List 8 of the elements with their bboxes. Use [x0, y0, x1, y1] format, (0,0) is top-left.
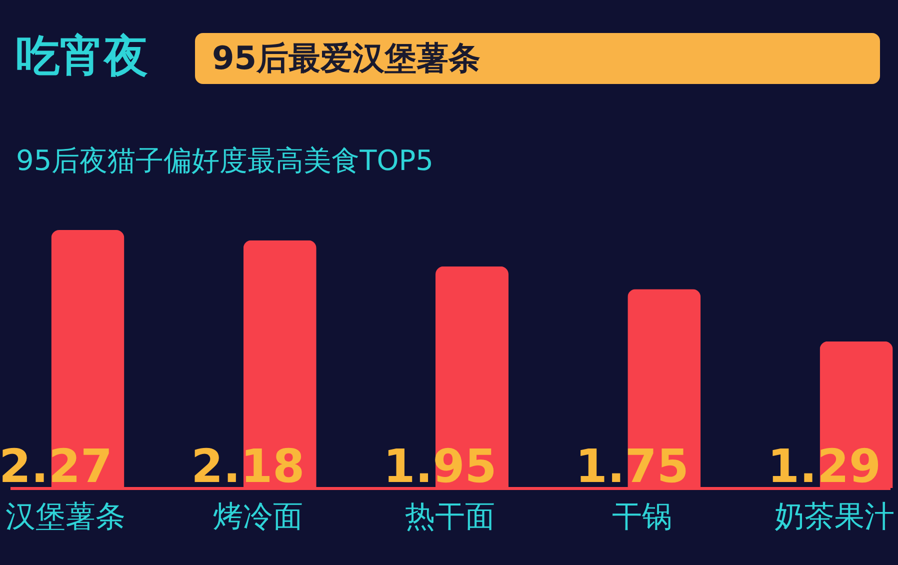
chart-subtitle: 95后最爱汉堡薯条	[212, 39, 481, 77]
x-tick-label: 汉堡薯条	[6, 500, 126, 534]
x-tick-label: 奶茶果汁	[774, 500, 894, 534]
x-tick-label: 热干面	[405, 500, 495, 534]
text: 95后夜猫子偏好度最高美食TOP5	[16, 144, 434, 177]
x-tick-label: 烤冷面	[212, 500, 303, 534]
x-tick-label: 干锅	[612, 500, 672, 534]
chart-title: 吃宵夜	[16, 31, 148, 82]
